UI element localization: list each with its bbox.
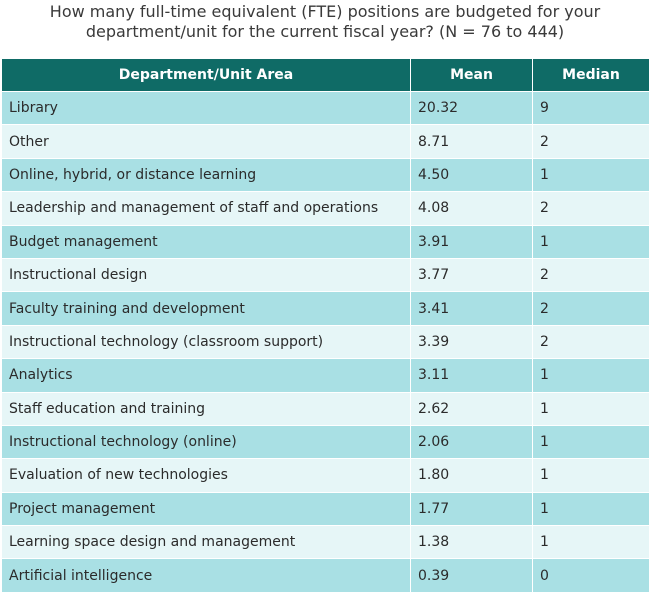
cell-median: 1: [532, 224, 650, 259]
cell-area: Learning space design and management: [1, 525, 411, 560]
cell-mean: 1.77: [410, 491, 533, 527]
cell-area: Staff education and training: [1, 391, 411, 426]
table-row: Leadership and management of staff and o…: [1, 191, 650, 226]
cell-median: 0: [532, 558, 650, 593]
table-row: Other 8.71 2: [1, 124, 650, 159]
cell-median: 1: [532, 491, 650, 527]
cell-mean: 3.77: [410, 257, 533, 293]
title-line-1: How many full-time equivalent (FTE) posi…: [49, 2, 601, 21]
cell-mean: 1.80: [410, 458, 533, 493]
cell-area: Evaluation of new technologies: [1, 458, 411, 493]
table-row: Instructional technology (classroom supp…: [1, 324, 650, 360]
cell-median: 1: [532, 525, 650, 560]
cell-mean: 1.38: [410, 525, 533, 560]
fte-table: Department/Unit Area Mean Median Library…: [1, 58, 650, 593]
cell-mean: 2.06: [410, 424, 533, 460]
table-body: Library 20.32 9 Other 8.71 2 Online, hybrid, o…: [1, 90, 650, 593]
cell-mean: 4.50: [410, 157, 533, 193]
table-row: Faculty training and development 3.41 2: [1, 291, 650, 326]
table-row: Project management 1.77 1: [1, 491, 650, 527]
table-row: Library 20.32 9: [1, 90, 650, 126]
cell-median: 2: [532, 191, 650, 226]
cell-mean: 4.08: [410, 191, 533, 226]
cell-mean: 3.39: [410, 324, 533, 360]
cell-area: Leadership and management of staff and o…: [1, 191, 411, 226]
cell-mean: 3.11: [410, 358, 533, 393]
cell-median: 1: [532, 424, 650, 460]
cell-area: Budget management: [1, 224, 411, 259]
table-row: Budget management 3.91 1: [1, 224, 650, 259]
cell-area: Instructional technology (online): [1, 424, 411, 460]
header-area: Department/Unit Area: [1, 58, 411, 92]
cell-area: Artificial intelligence: [1, 558, 411, 593]
cell-median: 1: [532, 391, 650, 426]
cell-area: Project management: [1, 491, 411, 527]
cell-mean: 0.39: [410, 558, 533, 593]
cell-area: Analytics: [1, 358, 411, 393]
cell-median: 2: [532, 291, 650, 326]
cell-mean: 3.41: [410, 291, 533, 326]
cell-mean: 20.32: [410, 90, 533, 126]
header-median: Median: [532, 58, 650, 92]
cell-area: Instructional technology (classroom supp…: [1, 324, 411, 360]
table-row: Evaluation of new technologies 1.80 1: [1, 458, 650, 493]
cell-area: Faculty training and development: [1, 291, 411, 326]
table-row: Analytics 3.11 1: [1, 358, 650, 393]
table-row: Instructional technology (online) 2.06 1: [1, 424, 650, 460]
cell-median: 9: [532, 90, 650, 126]
cell-mean: 2.62: [410, 391, 533, 426]
cell-median: 2: [532, 124, 650, 159]
table-row: Learning space design and management 1.38…: [1, 525, 650, 560]
cell-area: Other: [1, 124, 411, 159]
cell-median: 1: [532, 157, 650, 193]
header-row: Department/Unit Area Mean Median: [1, 58, 650, 92]
cell-area: Instructional design: [1, 257, 411, 293]
cell-median: 2: [532, 257, 650, 293]
cell-mean: 8.71: [410, 124, 533, 159]
table-row: Artificial intelligence 0.39 0: [1, 558, 650, 593]
table-row: Staff education and training 2.62 1: [1, 391, 650, 426]
cell-area: Library: [1, 90, 411, 126]
cell-mean: 3.91: [410, 224, 533, 259]
table-row: Online, hybrid, or distance learning 4.50…: [1, 157, 650, 193]
header-mean: Mean: [410, 58, 533, 92]
cell-median: 2: [532, 324, 650, 360]
cell-median: 1: [532, 358, 650, 393]
cell-median: 1: [532, 458, 650, 493]
chart-title: How many full-time equivalent (FTE) posi…: [0, 0, 650, 54]
title-line-2: department/unit for the current fiscal y…: [85, 22, 565, 41]
table-row: Instructional design 3.77 2: [1, 257, 650, 293]
cell-area: Online, hybrid, or distance learning: [1, 157, 411, 193]
